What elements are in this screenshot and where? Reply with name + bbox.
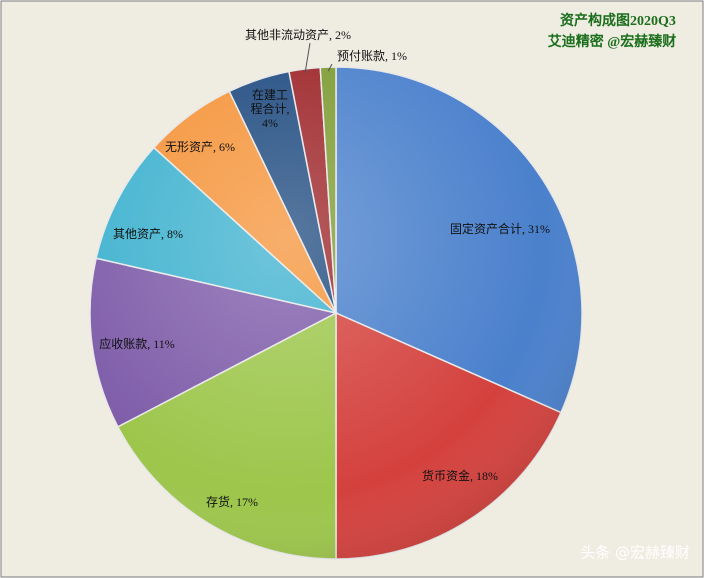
- data-label: 其他资产, 8%: [113, 227, 183, 241]
- pie: [89, 66, 583, 560]
- data-label: 其他非流动资产, 2%: [245, 28, 351, 42]
- data-label: 预付账款, 1%: [337, 49, 407, 63]
- chart-title: 资产构成图2020Q3: [560, 12, 676, 29]
- data-label: 固定资产合计, 31%: [450, 221, 550, 236]
- labels: 固定资产合计, 31% 货币资金, 18% 存货, 17% 应收账款, 11% 其他资产…: [99, 28, 550, 509]
- leader-line: [327, 63, 333, 72]
- data-label: 应收账款, 11%: [99, 336, 175, 351]
- data-label: 无形资产, 6%: [165, 140, 235, 154]
- data-label: 在建工程合计, 4%: [250, 88, 289, 130]
- data-label: 货币资金, 18%: [422, 468, 498, 483]
- watermark: 头条 @宏赫臻财: [580, 544, 690, 562]
- data-label: 存货, 17%: [206, 494, 258, 509]
- leader-line: [304, 42, 311, 74]
- chart-subtitle: 艾迪精密 @宏赫臻财: [548, 33, 677, 50]
